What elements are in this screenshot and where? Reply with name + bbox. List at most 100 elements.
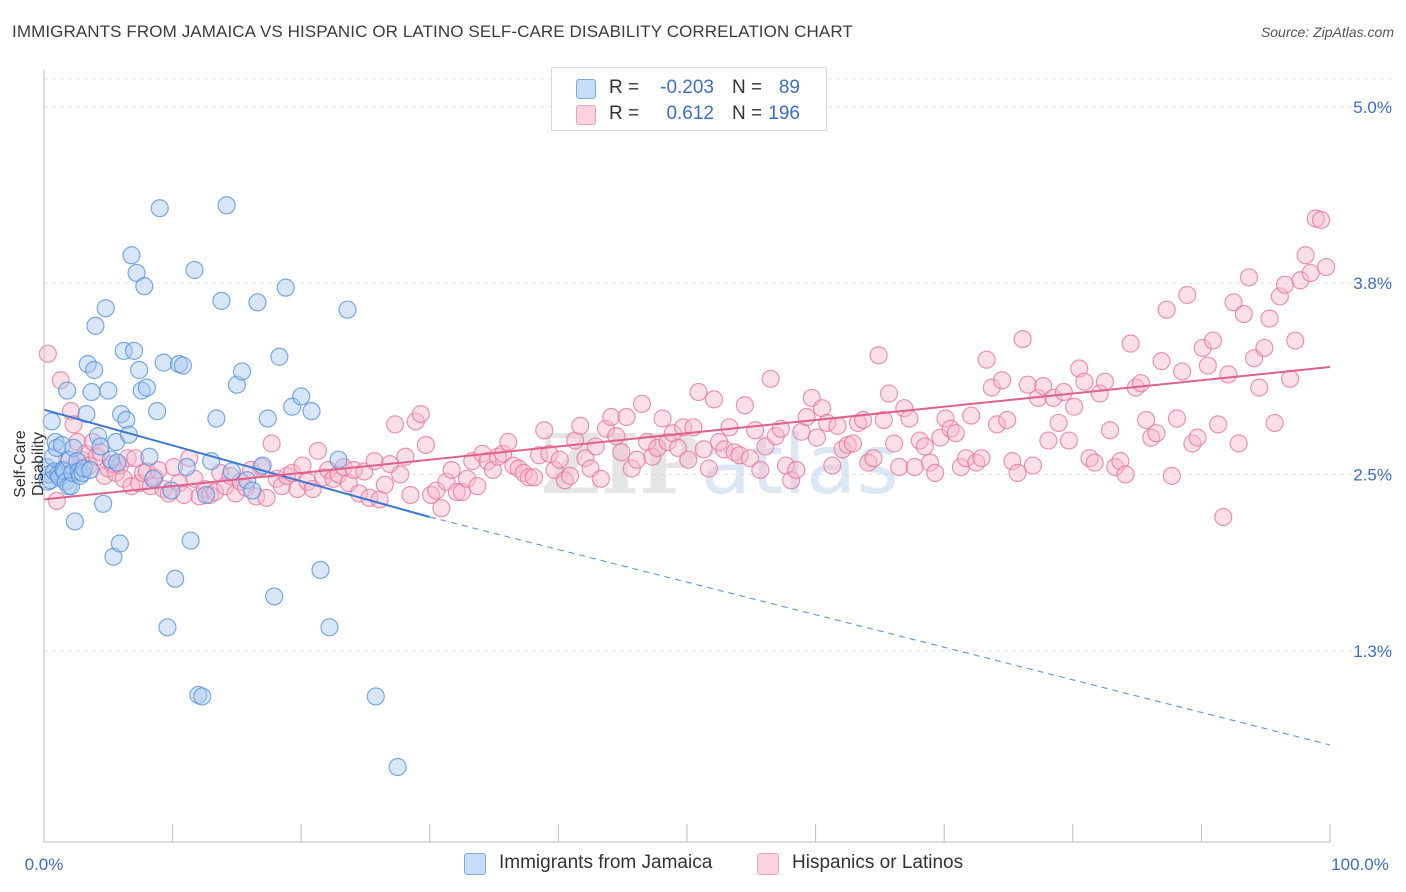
trend-lines — [43, 366, 1331, 746]
jamaica-point — [193, 687, 212, 706]
jamaica-point — [61, 477, 81, 496]
legend-r-label: R = — [609, 103, 640, 124]
hispanic-point — [761, 369, 780, 388]
hispanic-point — [998, 410, 1017, 430]
bottom-legend-label: Immigrants from Jamaica — [499, 852, 713, 873]
jamaica-point — [122, 246, 141, 265]
jamaica-point — [338, 300, 357, 319]
hispanic-point — [890, 457, 909, 477]
hispanic-point — [535, 421, 554, 440]
hispanic-point — [869, 346, 888, 365]
hispanic-point — [643, 447, 662, 466]
hispanic-point — [391, 465, 410, 484]
hispanic-point — [262, 434, 281, 453]
hispanic-point — [848, 413, 868, 433]
hispanic-point — [1173, 362, 1192, 381]
hispanic-point — [782, 471, 801, 490]
hispanic-point — [524, 468, 544, 487]
hispanic-point — [195, 479, 214, 499]
hispanic-point — [972, 449, 991, 468]
hispanic-point — [375, 475, 394, 494]
hispanic-point — [1167, 409, 1187, 428]
hispanic-point — [992, 371, 1012, 390]
hispanic-point — [653, 409, 672, 428]
hispanic-point — [1147, 424, 1166, 443]
hispanic-point — [1250, 378, 1269, 397]
hispanic-point — [1090, 384, 1109, 403]
jamaica-point — [65, 512, 84, 531]
hispanic-point — [1049, 413, 1068, 433]
hispanic-point — [164, 457, 183, 477]
hispanic-point — [807, 428, 826, 447]
jamaica-point — [94, 494, 113, 513]
hispanic-point — [1193, 338, 1212, 358]
hispanic-trend-line — [43, 366, 1331, 501]
jamaica-trend-line — [43, 408, 431, 518]
hispanic-point — [1239, 268, 1259, 287]
jamaica-point — [329, 450, 348, 469]
jamaica-point — [150, 199, 169, 218]
jamaica-point — [276, 278, 295, 297]
jamaica-point — [292, 387, 311, 406]
hispanic-point — [596, 419, 616, 438]
hispanic-point — [884, 434, 904, 453]
jamaica-point — [248, 293, 267, 312]
hispanic-point — [915, 437, 935, 456]
hispanic-point — [699, 459, 718, 478]
source-label: Source: ZipAtlas.com — [1260, 24, 1394, 40]
hispanic-point — [1229, 434, 1248, 453]
jamaica-point — [58, 381, 77, 400]
hispanic-point — [1301, 263, 1320, 283]
hispanic-point — [746, 421, 765, 440]
hispanic-point — [648, 438, 667, 458]
hispanic-point — [982, 378, 1001, 397]
hispanic-point — [47, 491, 66, 510]
bottom-legend-swatch — [757, 853, 779, 875]
hispanic-point — [51, 371, 70, 390]
legend-r-value: -0.203 — [660, 77, 714, 98]
hispanic-point — [602, 407, 621, 427]
hispanic-point — [689, 382, 708, 402]
hispanic-point — [1100, 421, 1120, 440]
legend-r-value: 0.612 — [666, 103, 714, 124]
hispanic-point — [1255, 338, 1274, 358]
jamaica-point — [74, 459, 93, 478]
hispanic-point — [1317, 257, 1336, 277]
hispanic-point — [586, 437, 605, 456]
hispanic-point — [735, 396, 754, 415]
hispanic-point — [920, 453, 940, 472]
jamaica-point — [388, 757, 407, 777]
hispanic-point — [1311, 210, 1331, 230]
jamaica-point — [217, 196, 236, 215]
jamaica-point — [270, 347, 289, 366]
hispanic-point — [1162, 466, 1181, 485]
jamaica-point — [222, 462, 241, 481]
jamaica-point — [283, 397, 302, 416]
hispanic-point — [560, 466, 580, 485]
hispanic-point — [751, 460, 770, 480]
legend-n-label: N = — [732, 103, 763, 124]
jamaica-point — [130, 360, 149, 380]
hispanic-point — [504, 456, 523, 475]
hispanic-point — [658, 432, 677, 452]
x-tick-label: 0.0% — [25, 855, 64, 874]
hispanic-point — [874, 410, 893, 430]
hispanic-point — [1018, 375, 1037, 394]
jamaica-point — [85, 360, 104, 380]
jamaica-point — [110, 534, 129, 553]
hispanic-point — [1209, 415, 1228, 434]
hispanic-point — [668, 438, 688, 458]
hispanic-point — [1291, 271, 1310, 290]
hispanic-point — [905, 457, 924, 477]
hispanic-point — [704, 390, 724, 409]
legend-row-jamaica: R = -0.203 N = 89 — [552, 76, 826, 100]
jamaica-point — [114, 341, 133, 360]
jamaica-point — [265, 587, 284, 606]
hispanic-point — [627, 450, 646, 469]
jamaica-point — [162, 481, 181, 500]
hispanic-point — [679, 450, 698, 469]
hispanic-point — [956, 449, 976, 468]
hispanic-point — [1286, 331, 1305, 350]
hispanic-point — [1178, 285, 1197, 305]
jamaica-point — [117, 410, 136, 430]
